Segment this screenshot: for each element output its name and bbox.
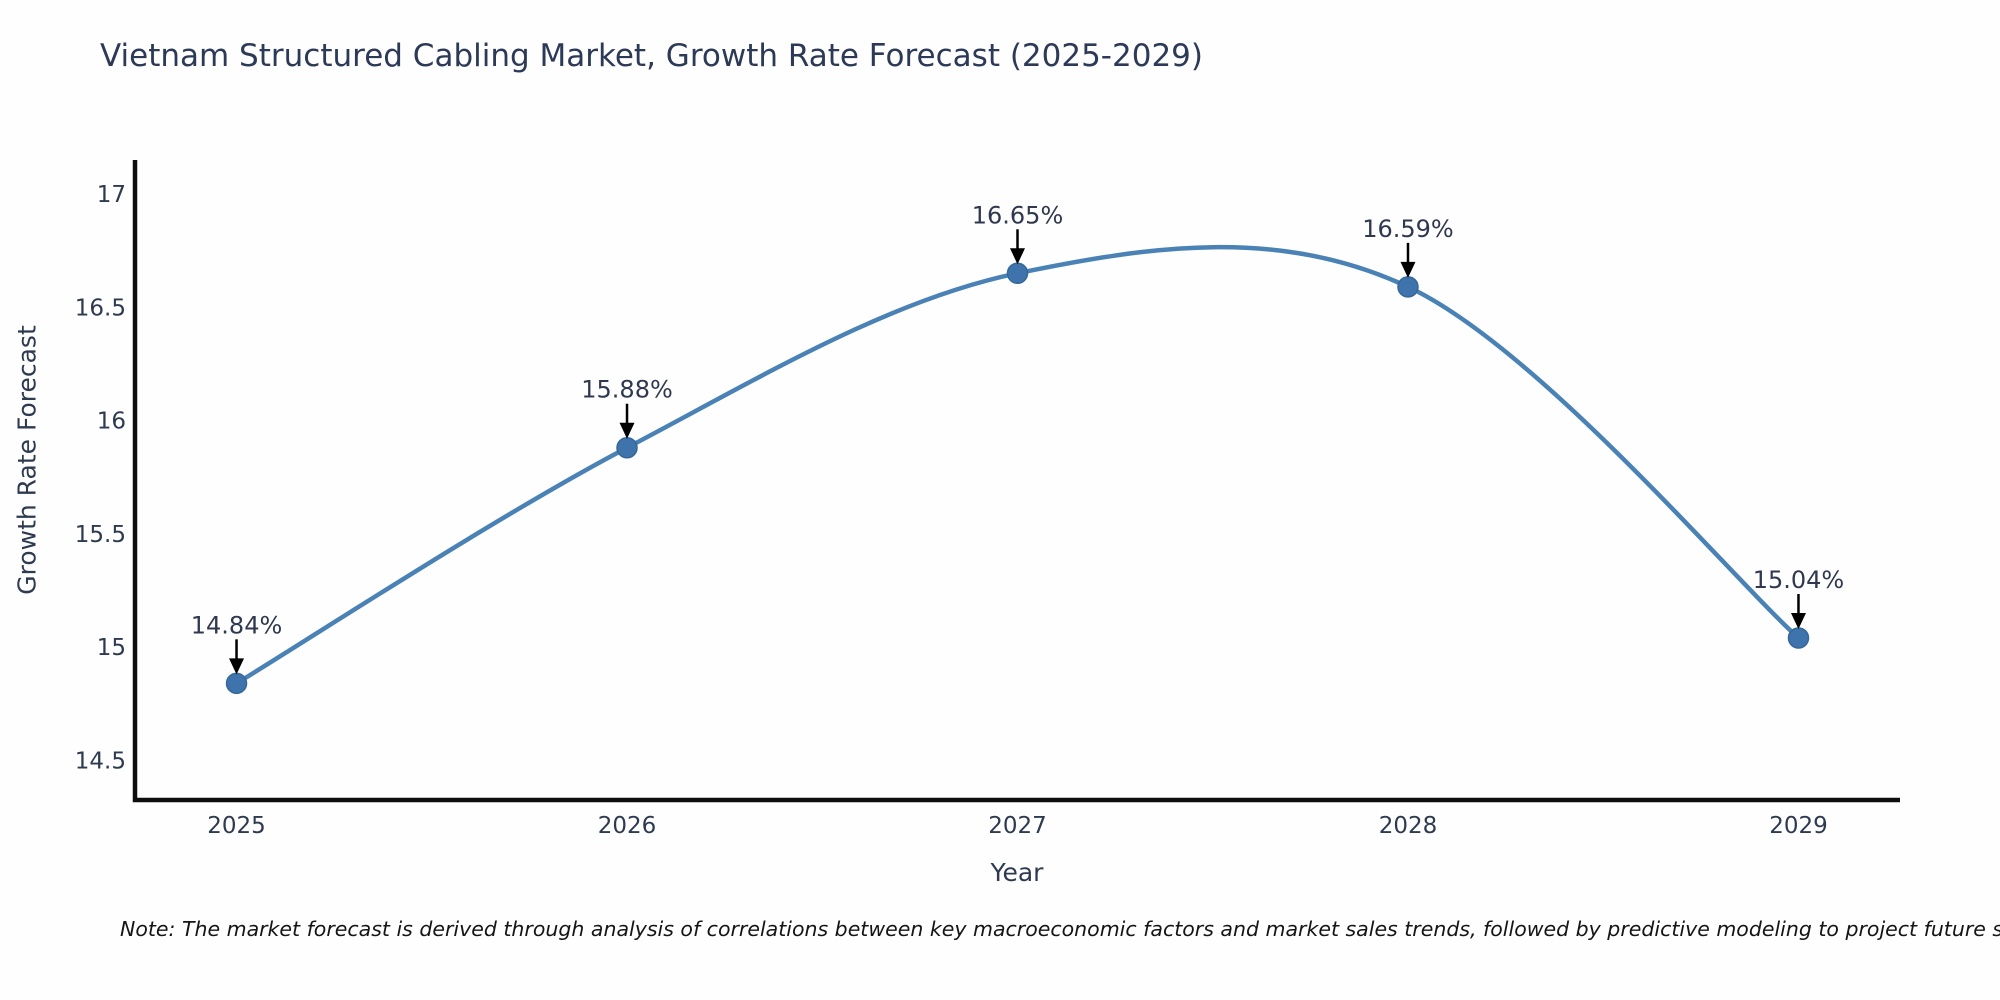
annotation-arrow-head	[1400, 261, 1416, 278]
y-tick-label: 15	[97, 635, 126, 661]
x-tick-label: 2028	[1379, 813, 1438, 839]
annotation-arrow-head	[229, 658, 245, 675]
x-tick-label: 2026	[598, 813, 657, 839]
y-tick-label: 16.5	[75, 295, 126, 321]
axis-spines	[132, 160, 1900, 803]
x-tick-label: 2027	[988, 813, 1047, 839]
forecast-line	[234, 244, 1801, 686]
point-value-label: 16.59%	[1362, 215, 1454, 243]
x-axis-label: Year	[990, 858, 1044, 887]
data-point-2029	[1787, 627, 1810, 649]
point-value-label: 15.04%	[1753, 566, 1845, 594]
point-value-label: 15.88%	[581, 376, 673, 404]
annotation-arrow-head	[1790, 613, 1806, 630]
footnote: Note: The market forecast is derived thr…	[120, 917, 2000, 941]
y-tick-label: 16	[97, 409, 126, 435]
data-point-2027	[1006, 262, 1029, 285]
y-tick-label: 17	[97, 182, 126, 208]
x-tick-label: 2029	[1769, 813, 1828, 839]
y-tick-label: 15.5	[75, 522, 126, 548]
annotation-arrow-head	[1010, 248, 1025, 265]
point-value-label: 14.84%	[191, 611, 283, 639]
x-tick-label: 2025	[207, 813, 266, 839]
y-tick-label: 14.5	[75, 748, 126, 774]
annotation-arrow-head	[619, 422, 635, 439]
point-value-label: 16.65%	[972, 201, 1064, 229]
data-point-2025	[225, 672, 248, 695]
data-point-2028	[1397, 276, 1419, 298]
chart-title: Vietnam Structured Cabling Market, Growt…	[100, 38, 1203, 74]
data-point-2026	[616, 436, 638, 459]
